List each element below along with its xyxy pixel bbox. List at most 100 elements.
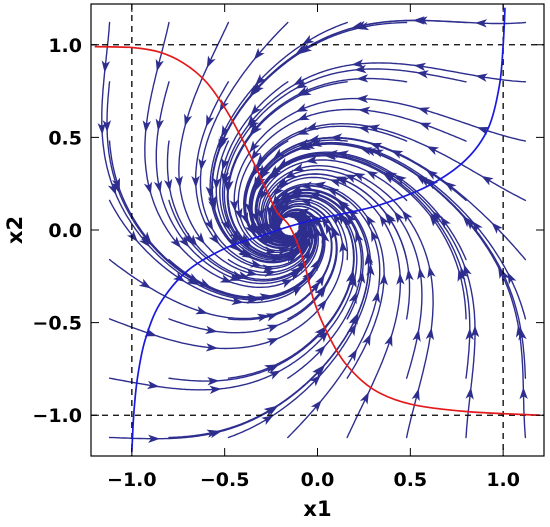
stream-arrow: [295, 79, 308, 89]
stream-arrow: [259, 167, 271, 180]
stream-arrow: [329, 179, 343, 188]
stream-arrow: [371, 149, 384, 158]
stream-arrow: [277, 200, 289, 212]
streamline-50: [256, 155, 467, 320]
stream-arrow: [294, 44, 308, 55]
stream-arrow: [249, 259, 263, 268]
stream-arrow: [268, 229, 281, 240]
stream-arrow: [264, 246, 277, 255]
stream-arrow: [356, 94, 369, 104]
stream-arrow: [272, 148, 285, 160]
stream-arrow: [465, 327, 474, 340]
stream-arrow: [309, 258, 320, 272]
stream-arrow: [394, 211, 405, 224]
stream-arrow: [297, 111, 310, 121]
stream-arrow: [277, 176, 291, 188]
stream-arrow: [265, 219, 276, 233]
stream-arrow: [346, 323, 357, 337]
stream-arrow: [266, 338, 280, 347]
stream-arrow: [191, 175, 200, 188]
stream-arrow: [234, 207, 243, 221]
stream-arrow: [323, 151, 337, 161]
y-tick-label: −0.5: [32, 313, 82, 335]
stream-arrow: [457, 269, 466, 282]
stream-arrow: [253, 47, 265, 60]
stream-arrow: [155, 58, 164, 72]
stream-arrow: [221, 124, 231, 138]
stream-arrow: [440, 216, 451, 229]
stream-arrow: [300, 249, 311, 263]
stream-arrow: [427, 265, 436, 279]
stream-arrow: [412, 329, 421, 342]
stream-arrow: [351, 59, 364, 68]
streamlines: [97, 16, 528, 443]
curve-0: [94, 45, 541, 417]
stream-arrow: [476, 127, 490, 135]
stream-arrow: [205, 114, 215, 127]
stream-arrow: [148, 434, 161, 443]
stream-arrow: [417, 267, 426, 280]
stream-arrow: [170, 236, 182, 249]
stream-arrow: [471, 220, 483, 233]
stream-arrow: [229, 199, 239, 212]
stream-arrow: [219, 274, 233, 283]
stream-arrow: [220, 170, 230, 184]
stream-arrow: [358, 106, 371, 115]
stream-arrow: [266, 324, 280, 333]
stream-arrow: [370, 229, 380, 243]
stream-arrow: [295, 103, 309, 113]
stream-arrow: [430, 212, 441, 225]
stream-arrow: [102, 120, 112, 133]
stream-arrow: [280, 279, 293, 289]
streamline-2: [108, 200, 344, 350]
stream-arrow: [262, 234, 276, 245]
stream-arrow: [254, 179, 264, 192]
stream-arrow: [244, 202, 254, 215]
streamline-7: [101, 21, 325, 301]
stream-arrow: [302, 34, 315, 45]
stream-arrow: [259, 293, 272, 302]
stream-arrow: [384, 334, 393, 347]
stream-arrow: [426, 146, 440, 156]
stream-arrow: [249, 123, 261, 136]
stream-arrow: [228, 240, 240, 252]
stream-arrow: [336, 150, 350, 159]
stream-arrow: [309, 280, 321, 294]
stream-arrow: [206, 55, 216, 69]
stream-arrow: [356, 74, 369, 83]
stream-arrow: [203, 218, 214, 231]
stream-arrow: [277, 157, 290, 168]
stream-arrow: [284, 250, 297, 261]
stream-arrow: [365, 214, 376, 228]
x-tick-label: −0.5: [200, 469, 250, 491]
stream-arrow: [178, 235, 190, 248]
stream-arrow: [186, 275, 200, 286]
stream-arrow: [359, 391, 369, 405]
special-curves: [94, 7, 541, 453]
stream-arrow: [221, 157, 230, 171]
stream-arrow: [362, 333, 371, 347]
stream-arrow: [249, 85, 261, 98]
streamline-46: [226, 77, 408, 256]
stream-arrow: [305, 155, 318, 164]
stream-arrow: [265, 313, 279, 322]
stream-arrow: [285, 254, 298, 265]
stream-arrow: [292, 163, 305, 172]
stream-arrow: [429, 214, 440, 227]
stream-arrow: [174, 175, 183, 188]
stream-arrow: [474, 19, 488, 28]
stream-arrow: [337, 212, 349, 225]
stream-arrow: [366, 263, 375, 276]
stream-arrow: [224, 180, 233, 193]
stream-arrow: [284, 169, 297, 179]
stream-arrow: [194, 232, 205, 245]
stream-arrow: [143, 181, 152, 195]
stream-arrow: [256, 174, 266, 188]
stream-arrow: [229, 229, 241, 242]
stream-arrow: [172, 272, 186, 283]
stream-arrow: [417, 107, 431, 116]
y-tick-label: 0.0: [48, 220, 82, 242]
stream-arrow: [379, 214, 390, 228]
stream-arrow: [237, 271, 251, 280]
x-tick-label: 0.5: [393, 469, 427, 491]
